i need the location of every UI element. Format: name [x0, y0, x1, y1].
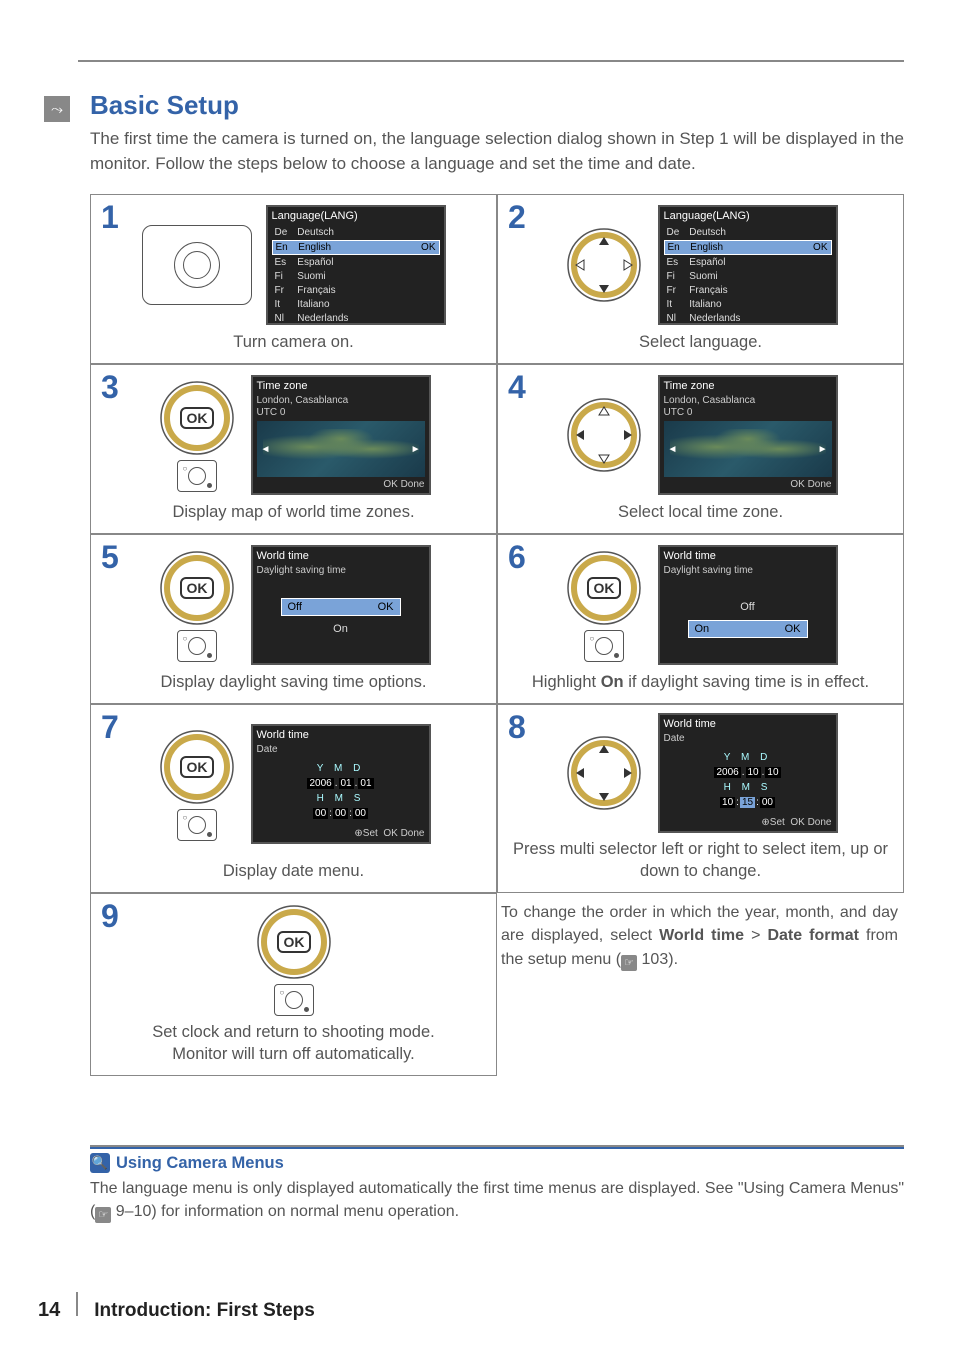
magnify-icon: 🔍	[90, 1153, 110, 1173]
lcd-timezone: Time zone London, Casablanca UTC 0 ◄► OK…	[658, 375, 838, 495]
svg-text:OK: OK	[186, 759, 207, 775]
step-1: 1 Language(LANG) De DeutschEn EnglishOKE…	[90, 194, 497, 364]
step-caption: Select local time zone.	[508, 502, 893, 523]
step-number: 2	[508, 199, 526, 236]
step-caption: Set clock and return to shooting mode.Mo…	[101, 1022, 486, 1065]
ok-button-icon: OK	[564, 548, 644, 628]
page-footer: 14 Introduction: First Steps	[38, 1292, 315, 1322]
date-format-note: To change the order in which the year, m…	[497, 893, 904, 1076]
note-heading: 🔍 Using Camera Menus	[90, 1153, 904, 1173]
step-caption: Select language.	[508, 332, 893, 353]
step-3: 3 OK Time zone London, Casablanca UTC 0 …	[90, 364, 497, 534]
top-rule	[78, 60, 904, 62]
camera-mini-icon	[274, 984, 314, 1016]
ok-button-icon: OK	[157, 727, 237, 807]
multi-selector-icon	[564, 225, 644, 305]
reference-icon: ☞	[621, 955, 637, 971]
reference-icon: ☞	[95, 1207, 111, 1223]
date-values: Y M D 2006.10.10 H M S 10:15:00	[664, 745, 832, 815]
dst-off-option: Off	[688, 598, 808, 616]
camera-mini-icon	[177, 630, 217, 662]
world-map-icon: ◄►	[664, 421, 832, 477]
lcd-language: Language(LANG) De DeutschEn EnglishOKEs …	[266, 205, 446, 325]
camera-illustration	[142, 225, 252, 305]
footer-section-title: Introduction: First Steps	[94, 1300, 315, 1322]
step-caption: Display date menu.	[101, 861, 486, 882]
step-5: 5 OK World time Daylight saving time Off…	[90, 534, 497, 704]
step-caption: Turn camera on.	[101, 332, 486, 353]
note-rule-thin	[90, 1145, 904, 1147]
step-number: 9	[101, 898, 119, 935]
dst-on-option: OnOK	[688, 620, 808, 638]
lcd-date: World time Date Y M D 2006.10.10 H M S 1…	[658, 713, 838, 833]
ok-button-icon: OK	[254, 902, 334, 982]
camera-mini-icon	[584, 630, 624, 662]
world-map-icon: ◄►	[257, 421, 425, 477]
camera-mini-icon	[177, 809, 217, 841]
lang-list: De DeutschEn EnglishOKEs EspañolFi Suomi…	[272, 225, 440, 326]
step-caption: Press multi selector left or right to se…	[508, 839, 893, 882]
step-4: 4 Time zone London, Casablanca UTC 0 ◄► …	[497, 364, 904, 534]
step-caption: Display daylight saving time options.	[101, 672, 486, 693]
dst-off-option: OffOK	[281, 598, 401, 616]
step-number: 5	[101, 539, 119, 576]
date-values: Y M D 2006.01.01 H M S 00:00:00	[257, 756, 425, 826]
lcd-timezone: Time zone London, Casablanca UTC 0 ◄► OK…	[251, 375, 431, 495]
lcd-date: World time Date Y M D 2006.01.01 H M S 0…	[251, 724, 431, 844]
svg-text:OK: OK	[186, 580, 207, 596]
section-icon: ⤳	[44, 96, 70, 122]
step-7: 7 OK World time Date Y M D 2006.01.01 H …	[90, 704, 497, 893]
step-2: 2 Language(LANG) De DeutschEn EnglishOKE…	[497, 194, 904, 364]
step-number: 4	[508, 369, 526, 406]
step-number: 3	[101, 369, 119, 406]
svg-text:OK: OK	[283, 934, 304, 950]
step-9: 9 OK Set clock and return to shooting mo…	[90, 893, 497, 1076]
step-caption: Highlight On if daylight saving time is …	[508, 672, 893, 693]
svg-text:OK: OK	[593, 580, 614, 596]
ok-button-icon: OK	[157, 378, 237, 458]
svg-text:OK: OK	[186, 410, 207, 426]
dst-on-option: On	[281, 620, 401, 638]
step-number: 8	[508, 709, 526, 746]
step-number: 6	[508, 539, 526, 576]
lcd-dst: World time Daylight saving time OffOK On	[251, 545, 431, 665]
multi-selector-icon	[564, 395, 644, 475]
step-6: 6 OK World time Daylight saving time Off…	[497, 534, 904, 704]
step-number: 7	[101, 709, 119, 746]
lcd-language: Language(LANG) De DeutschEn EnglishOKEs …	[658, 205, 838, 325]
lcd-dst: World time Daylight saving time Off OnOK	[658, 545, 838, 665]
multi-selector-icon	[564, 733, 644, 813]
page-number: 14	[38, 1299, 60, 1322]
footer-divider	[76, 1292, 78, 1316]
ok-button-icon: OK	[157, 548, 237, 628]
step-caption: Display map of world time zones.	[101, 502, 486, 523]
step-8: 8 World time Date Y M D 2006.10.10 H M S…	[497, 704, 904, 893]
camera-mini-icon	[177, 460, 217, 492]
lang-list: De DeutschEn EnglishOKEs EspañolFi Suomi…	[664, 225, 832, 326]
step-number: 1	[101, 199, 119, 236]
note-body: The language menu is only displayed auto…	[90, 1177, 904, 1223]
intro-text: The first time the camera is turned on, …	[90, 127, 904, 176]
steps-grid: 1 Language(LANG) De DeutschEn EnglishOKE…	[90, 194, 904, 1076]
page-title: Basic Setup	[90, 90, 904, 121]
